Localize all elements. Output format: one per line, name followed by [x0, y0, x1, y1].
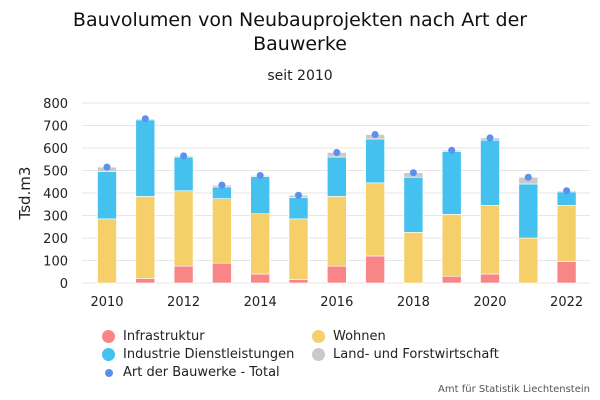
total-marker-2015	[295, 191, 302, 199]
total-marker-2016	[333, 149, 341, 156]
legend-label-infrastruktur: Infrastruktur	[123, 329, 205, 344]
legend-item-land[interactable]: Land- und Forstwirtschaft	[312, 347, 499, 362]
chart-subtitle: seit 2010	[267, 68, 333, 84]
total-marker-2010	[103, 163, 111, 171]
bar-2018-series-2	[403, 176, 424, 233]
x-tick-label-2016: 2016	[320, 295, 353, 310]
total-marker-2018	[409, 169, 417, 177]
bar-2014-series-2	[250, 176, 270, 214]
bar-2011-series-2	[135, 119, 156, 197]
legend-label-wohnen: Wohnen	[333, 329, 386, 344]
x-tick-label-2018: 2018	[397, 295, 430, 310]
bar-2019-series-2	[441, 151, 462, 215]
bar-2021-series-2	[518, 183, 539, 239]
total-marker-2017	[371, 131, 379, 138]
total-marker-2022	[563, 187, 571, 195]
bar-2010-series-2	[97, 171, 117, 220]
bar-2011-series-1	[135, 196, 156, 279]
total-marker-2012	[180, 152, 188, 160]
legend-swatch-wohnen	[312, 330, 325, 343]
legend-label-industrie: Industrie Dienstleistungen	[123, 347, 295, 362]
legend-item-industrie[interactable]: Industrie Dienstleistungen	[102, 347, 294, 362]
total-marker-2013	[218, 181, 226, 189]
bar-2018-series-1	[403, 232, 424, 284]
bar-2017-series-2	[365, 138, 385, 184]
total-marker-2014	[256, 171, 264, 179]
y-axis-label: Tsd.m3	[16, 167, 34, 221]
source-credit: Amt für Statistik Liechtenstein	[438, 384, 590, 395]
bar-2022-series-0	[556, 261, 577, 284]
legend-swatch-industrie	[102, 348, 115, 361]
bar-2022-series-1	[556, 205, 577, 262]
bar-2012-series-2	[173, 156, 194, 192]
legend-item-wohnen[interactable]: Wohnen	[312, 329, 386, 344]
bar-2014-series-1	[250, 213, 270, 275]
bar-2013-series-1	[212, 198, 232, 264]
y-tick-label-400: 400	[43, 187, 68, 202]
x-tick-label-2020: 2020	[473, 295, 506, 310]
bar-2015-series-1	[288, 218, 309, 280]
bar-2020-series-2	[480, 139, 500, 206]
legend-swatch-total	[105, 368, 113, 377]
bar-2013-series-2	[212, 186, 232, 199]
total-marker-2019	[448, 146, 456, 154]
bar-2016-series-1	[326, 196, 347, 267]
x-tick-label-2010: 2010	[90, 295, 123, 310]
bar-2020-series-1	[480, 205, 500, 275]
total-marker-2021	[524, 173, 532, 181]
legend-label-total: Art der Bauwerke - Total	[123, 365, 280, 380]
bar-2017-series-0	[365, 255, 385, 284]
bar-2011-series-0	[135, 278, 156, 284]
y-tick-label-0: 0	[60, 277, 68, 292]
x-tick-label-2014: 2014	[244, 295, 277, 310]
bar-2012-series-0	[173, 265, 194, 284]
bar-2019-series-0	[441, 275, 462, 284]
legend-label-land: Land- und Forstwirtschaft	[333, 347, 499, 362]
y-tick-label-800: 800	[43, 97, 68, 112]
y-tick-label-300: 300	[43, 210, 68, 225]
chart-title: Bauvolumen von Neubauprojekten nach Art …	[72, 9, 528, 55]
x-tick-label-2012: 2012	[167, 295, 200, 310]
y-tick-label-700: 700	[43, 120, 68, 135]
x-tick-label-2022: 2022	[550, 295, 583, 310]
bar-2016-series-2	[326, 156, 347, 197]
y-tick-label-500: 500	[43, 165, 68, 180]
legend-swatch-infrastruktur	[102, 330, 115, 343]
bar-2013-series-0	[212, 262, 232, 284]
bar-2020-series-0	[480, 273, 500, 284]
bar-2019-series-1	[441, 214, 462, 277]
legend-item-infrastruktur[interactable]: Infrastruktur	[102, 329, 205, 344]
bar-2021-series-1	[518, 237, 539, 284]
bar-2016-series-0	[326, 265, 347, 284]
total-marker-2011	[141, 115, 149, 123]
y-tick-label-200: 200	[43, 232, 68, 247]
bar-2015-series-0	[288, 279, 309, 284]
bar-2014-series-0	[250, 273, 270, 284]
y-tick-label-100: 100	[43, 255, 68, 270]
bar-2015-series-2	[288, 197, 309, 220]
total-marker-2020	[486, 134, 494, 142]
legend-swatch-land	[312, 348, 325, 361]
y-tick-label-600: 600	[43, 142, 68, 157]
bar-2017-series-1	[365, 182, 385, 257]
legend-item-total[interactable]: Art der Bauwerke - Total	[102, 365, 280, 380]
bar-2010-series-1	[97, 218, 117, 284]
bar-2012-series-1	[173, 190, 194, 267]
